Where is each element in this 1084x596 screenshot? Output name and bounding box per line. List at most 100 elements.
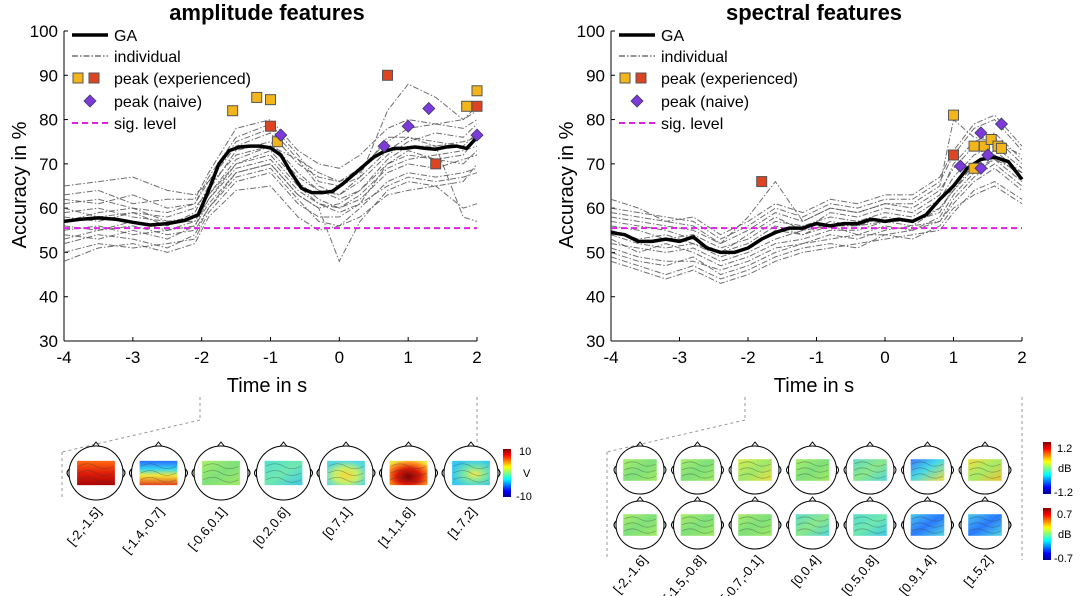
topomap-contour bbox=[969, 528, 1001, 534]
topomap-contour bbox=[796, 528, 829, 534]
peak-experienced-marker bbox=[227, 105, 239, 117]
x-tick-label: 2 bbox=[472, 348, 481, 367]
topomap-ear bbox=[310, 468, 313, 478]
peak-experienced-marker bbox=[430, 158, 442, 170]
x-tick-label: -2 bbox=[740, 348, 755, 367]
x-tick-label: -1 bbox=[809, 348, 824, 367]
x-tick-label: 2 bbox=[1017, 348, 1026, 367]
legend-peak-experienced-label: peak (experienced) bbox=[661, 71, 798, 88]
topomap-contour bbox=[140, 470, 177, 476]
peak-naive-marker bbox=[377, 139, 391, 153]
spectral-zoom-left-diag bbox=[606, 419, 746, 453]
amplitude-plot: -4 -3 -2 -1 0 1 2 30 40 50 60 70 80 90 100 bbox=[30, 22, 484, 367]
topomap-ear bbox=[721, 520, 724, 530]
topomap-ear bbox=[435, 468, 438, 478]
spectral-colorbar-top-bar bbox=[1043, 442, 1051, 494]
individual-line bbox=[610, 185, 1023, 280]
topomap-fill bbox=[968, 514, 1002, 536]
individual-line bbox=[610, 118, 1023, 245]
topomap-contour bbox=[78, 476, 114, 483]
topomap-contour bbox=[681, 528, 714, 534]
topomap-contour bbox=[739, 516, 771, 522]
individual-line bbox=[63, 154, 478, 240]
x-tick-label: 1 bbox=[949, 348, 958, 367]
topomap bbox=[613, 441, 667, 495]
peak-experienced-marker bbox=[978, 140, 990, 152]
topomap-range-label: [1.5,2] bbox=[961, 552, 996, 589]
topomap-contour bbox=[78, 463, 114, 470]
topomap-contour bbox=[796, 461, 829, 467]
legend-ga-label: GA bbox=[114, 28, 137, 45]
x-tick-label: 0 bbox=[880, 348, 889, 367]
topomap-nose bbox=[404, 441, 413, 448]
peak-experienced-marker bbox=[995, 142, 1007, 154]
peak-experienced-marker bbox=[461, 100, 473, 112]
topomap-fill bbox=[795, 514, 830, 536]
topomap-contour bbox=[681, 473, 714, 479]
topomap-range-label: [-1.5,-0.8] bbox=[661, 552, 708, 596]
topomap-nose bbox=[750, 441, 760, 448]
topomap-nose bbox=[216, 441, 226, 448]
topomap-contour bbox=[390, 470, 427, 476]
topomap-contour bbox=[739, 528, 771, 534]
spectral-title: spectral features bbox=[726, 0, 902, 25]
topomap bbox=[901, 441, 954, 495]
topomap-fill bbox=[202, 460, 240, 486]
individual-line bbox=[610, 163, 1023, 271]
topomap-nose bbox=[865, 496, 875, 503]
topomap-ear bbox=[1008, 520, 1012, 530]
topomap-nose bbox=[923, 496, 932, 503]
y-tick-label: 70 bbox=[586, 155, 605, 174]
topomap-ear bbox=[316, 468, 320, 478]
topomap-ear bbox=[778, 520, 782, 530]
individual-line bbox=[63, 119, 478, 196]
y-tick-label: 100 bbox=[577, 22, 605, 41]
individual-line bbox=[63, 127, 478, 222]
spectral-colorbar-bottom-min: -0.7 bbox=[1054, 553, 1073, 565]
topomap-contour bbox=[739, 461, 771, 467]
topomap bbox=[728, 496, 782, 550]
topomap-ear bbox=[893, 465, 897, 475]
spectral-colorbar-top-min: -1.2 bbox=[1054, 487, 1073, 499]
topomap-fill bbox=[738, 514, 772, 536]
topomap-contour bbox=[969, 461, 1001, 467]
amplitude-colorbar-max: 10 bbox=[519, 446, 531, 458]
topomap-ear bbox=[786, 520, 789, 530]
y-tick-label: 40 bbox=[39, 288, 58, 307]
topomap-contour bbox=[265, 463, 302, 470]
topomap-range-label: [0.2,0.6] bbox=[250, 504, 292, 550]
peak-naive-marker bbox=[401, 119, 415, 133]
topomap-fill bbox=[910, 459, 945, 481]
topomap bbox=[191, 441, 251, 501]
spectral-ylabel: Accuracy in % bbox=[556, 121, 578, 248]
topomap-fill bbox=[968, 459, 1002, 481]
topomap bbox=[843, 496, 897, 550]
topomap-contour bbox=[739, 522, 771, 528]
topomap-range-label: [0,0.4] bbox=[788, 552, 823, 589]
individual-line bbox=[610, 154, 1023, 267]
individual-line bbox=[610, 132, 1023, 253]
y-tick-label: 100 bbox=[30, 22, 58, 41]
peak-experienced-marker bbox=[382, 69, 394, 81]
topomap bbox=[129, 441, 188, 501]
topomap-contour bbox=[328, 470, 364, 476]
peak-naive-marker bbox=[994, 117, 1009, 131]
amplitude-colorbar: 10 V -10 bbox=[503, 446, 532, 503]
x-tick-label: -3 bbox=[125, 348, 140, 367]
legend-peak-naive-label: peak (naive) bbox=[661, 94, 749, 111]
amplitude-legend: GA individual peak (experienced) peak (n… bbox=[72, 28, 251, 133]
topomap-ear bbox=[663, 520, 667, 530]
topomap-contour bbox=[328, 463, 364, 470]
peak-experienced-marker bbox=[948, 149, 959, 161]
topomap bbox=[379, 441, 438, 501]
topomap bbox=[958, 496, 1012, 550]
topomap-nose bbox=[693, 441, 702, 448]
y-tick-label: 80 bbox=[39, 111, 58, 130]
topomap-ear bbox=[185, 468, 188, 478]
topomap-contour bbox=[390, 476, 427, 483]
y-tick-label: 30 bbox=[586, 332, 605, 351]
individual-line bbox=[63, 123, 478, 227]
topomap-ear bbox=[958, 520, 962, 530]
y-tick-label: 50 bbox=[586, 243, 605, 262]
topomap-nose bbox=[865, 441, 875, 448]
